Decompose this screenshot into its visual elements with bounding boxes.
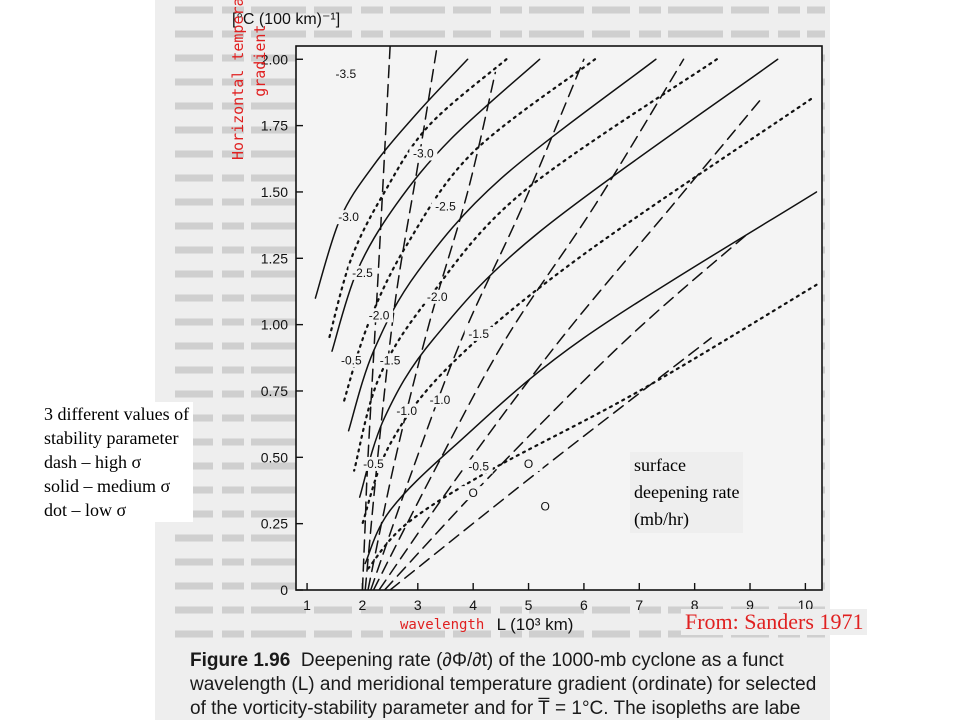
isopleth-dash: [361, 46, 391, 590]
contour-label-bg: [365, 308, 394, 323]
contour-label-bg: [331, 66, 360, 81]
contour-label-dash: O: [469, 486, 478, 500]
isopleth-dash: [383, 231, 751, 590]
contour-label-bg: [334, 210, 363, 225]
isopleth-group: [314, 46, 818, 590]
contour-label-bg: [409, 146, 438, 161]
isopleth-solid: [364, 191, 818, 565]
contour-label-dash: -2.5: [435, 200, 456, 214]
contour-label-solid: -1.0: [396, 404, 417, 418]
contour-label-bg: [425, 393, 454, 408]
y-gradient-text: Horizontal temperature gradient: [229, 0, 269, 160]
isopleth-solid: [314, 58, 469, 299]
contour-label-bg: [464, 326, 493, 341]
x-tick-label: 5: [525, 597, 533, 613]
contour-label-dash: -2.0: [427, 290, 448, 304]
contour-label-bg: [423, 289, 452, 304]
contour-label-dot: -0.5: [341, 353, 362, 367]
contour-label-bg: [431, 199, 460, 214]
contour-label-dash: -3.0: [413, 146, 434, 160]
legend-line: dot – low σ: [44, 500, 127, 520]
isopleth-dash: [364, 46, 438, 590]
y-tick-label: 0: [280, 582, 288, 598]
isopleth-solid: [331, 58, 541, 352]
rate-line: surface: [634, 455, 686, 475]
y-tick-label: 1.75: [261, 118, 288, 134]
contour-label-bg: [337, 353, 366, 368]
x-tick-label: 7: [635, 597, 643, 613]
contour-label-dash: -1.5: [468, 327, 489, 341]
legend-line: stability parameter: [44, 428, 179, 448]
y-tick-label: 2.00: [261, 51, 288, 67]
rate-line: (mb/hr): [634, 509, 689, 529]
stability-legend-note: 3 different values of stability paramete…: [40, 402, 194, 522]
contour-label-dash: -3.5: [335, 67, 356, 81]
contour-label-dot: O: [524, 457, 533, 471]
y-tick-label: 0.25: [261, 516, 288, 532]
y-tick-label: 1.25: [261, 250, 288, 266]
caption-line-1: Figure 1.96 Deepening rate (∂Φ/∂t) of th…: [190, 650, 784, 671]
contour-label-solid: -2.0: [369, 308, 390, 322]
legend-line: 3 different values of: [44, 404, 190, 424]
y-tick-label: 1.00: [261, 317, 288, 333]
wavelength-note: wavelength: [400, 617, 485, 633]
x-axis-label: L (10³ km): [497, 615, 574, 634]
y-axis-unit-label: [°C (100 km)⁻¹]: [232, 11, 340, 28]
figure-number: Figure 1.96: [190, 650, 291, 671]
legend-line: solid – medium σ: [44, 476, 171, 496]
isopleth-dot: [353, 58, 718, 472]
contour-label-bg: [464, 459, 493, 474]
isopleth-dash: [367, 71, 497, 590]
contour-label-bg: [348, 265, 377, 280]
contour-label-bg: [392, 403, 421, 418]
contour-label-solid: -0.5: [363, 457, 384, 471]
x-tick-label: 9: [746, 597, 754, 613]
contour-label-solid: -2.5: [352, 266, 373, 280]
x-tick-label: 4: [469, 597, 477, 613]
contour-label-solid: -3.0: [338, 210, 359, 224]
contour-label-solid: -1.5: [380, 353, 401, 367]
contour-label-bg: [514, 456, 543, 471]
contour-label-bg: [459, 486, 488, 501]
contour-label-bg: [376, 353, 405, 368]
y-tick-label: 0.75: [261, 383, 288, 399]
x-tick-label: 3: [414, 597, 422, 613]
isopleth-dash: [369, 58, 585, 590]
caption-line-2: wavelength (L) and meridional temperatur…: [190, 674, 817, 695]
contour-label-solid: O: [540, 499, 549, 513]
contour-label-dash: -1.0: [430, 393, 451, 407]
isopleth-dot: [341, 58, 597, 406]
x-tick-label: 6: [580, 597, 588, 613]
x-tick-label: 1: [303, 597, 311, 613]
source-citation: From: Sanders 1971: [681, 609, 868, 635]
x-tick-label: 8: [691, 597, 699, 613]
isopleth-dot: [361, 97, 813, 525]
y-tick-label: 0.50: [261, 449, 288, 465]
y-tick-label: 1.50: [261, 184, 288, 200]
rate-line: deepening rate: [634, 482, 740, 502]
isopleth-dot: [328, 58, 508, 340]
isopleth-dash: [372, 58, 685, 590]
legend-line: dash – high σ: [44, 452, 142, 472]
contour-label-bg: [531, 499, 560, 514]
contour-label-bg: [359, 456, 388, 471]
contour-label-dash: -0.5: [468, 460, 489, 474]
x-tick-label: 2: [359, 597, 367, 613]
deepening-rate-note: surface deepening rate (mb/hr): [630, 452, 744, 533]
caption-line-3: of the vorticity-stability parameter and…: [190, 698, 801, 719]
isopleth-solid: [347, 58, 657, 432]
isopleth-solid: [358, 58, 779, 498]
